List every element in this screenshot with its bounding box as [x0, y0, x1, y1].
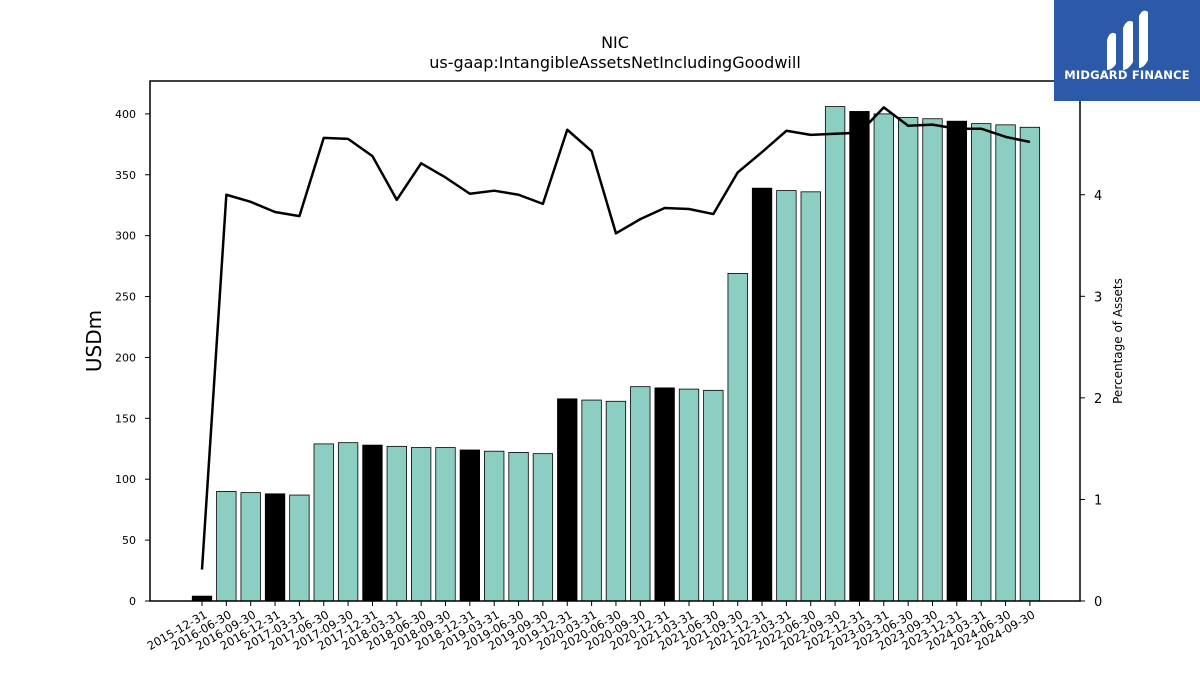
bar-2020-03-31	[581, 399, 602, 602]
percentage-line-group	[200, 106, 1031, 570]
y-tick-label: 50	[122, 534, 136, 547]
y-tick-label: 100	[115, 473, 136, 486]
bar-2019-03-31	[484, 450, 505, 602]
y-axis-label: USDm	[82, 310, 106, 372]
bar-2022-03-31	[776, 190, 797, 602]
bar-2022-06-30	[800, 191, 821, 602]
bar-2020-12-31	[654, 387, 675, 602]
y2-tick-label: 4	[1094, 189, 1102, 204]
bar-2016-09-30	[240, 492, 261, 602]
bar-2017-09-30	[337, 442, 359, 602]
y2-tick-label: 2	[1094, 392, 1102, 407]
bar-2019-06-30	[508, 452, 529, 602]
bar-2020-09-30	[630, 386, 651, 602]
bar-2019-12-31	[557, 398, 578, 602]
bar-2021-03-31	[678, 388, 700, 602]
y-tick-label: 0	[129, 595, 136, 608]
chart-subtitle: us-gaap:IntangibleAssetsNetIncludingGood…	[429, 53, 801, 72]
bar-2024-09-30	[1019, 126, 1041, 602]
bar-2022-12-31	[849, 111, 870, 602]
y-tick-label: 200	[115, 351, 136, 364]
bar-2022-09-30	[824, 106, 846, 602]
percentage-of-assets-line	[200, 106, 1031, 570]
bar-2020-06-30	[605, 400, 627, 602]
bar-2021-12-31	[751, 187, 773, 602]
bar-2023-06-30	[898, 117, 919, 602]
bar-2023-03-31	[873, 113, 894, 602]
logo-mark-icon	[1107, 10, 1148, 70]
y2-axis-label: Percentage of Assets	[1111, 278, 1125, 404]
bar-2024-06-30	[995, 124, 1016, 602]
bar-2024-03-31	[971, 123, 992, 602]
bar-2019-09-30	[532, 453, 554, 602]
logo-text: MIDGARD FINANCE	[1064, 68, 1190, 82]
plot-frame	[149, 80, 1081, 602]
bar-2023-12-31	[946, 120, 967, 602]
bar-2023-09-30	[922, 118, 943, 602]
y-tick-label: 350	[115, 169, 136, 182]
bar-group	[191, 106, 1041, 602]
y2-tick-label: 0	[1094, 595, 1102, 610]
bar-2018-06-30	[410, 447, 432, 602]
bar-2017-03-31	[289, 494, 310, 602]
bar-2018-09-30	[435, 447, 456, 602]
brand-logo: MIDGARD FINANCE	[1054, 0, 1200, 101]
y-tick-label: 150	[115, 412, 136, 425]
bar-2018-12-31	[459, 449, 481, 602]
bar-2018-03-31	[386, 445, 407, 602]
right-axis: 0 1 2 3 4	[1080, 189, 1102, 610]
bar-2017-12-31	[362, 444, 383, 602]
bar-2021-09-30	[727, 273, 748, 602]
y2-tick-label: 3	[1094, 290, 1102, 305]
y2-tick-label: 1	[1094, 493, 1102, 508]
left-axis: 0 50 100 150 200 250 300 350 400	[115, 108, 150, 608]
bar-2016-12-31	[264, 493, 286, 602]
chart-title: NIC	[601, 33, 629, 52]
y-tick-label: 300	[115, 230, 136, 243]
x-axis: 2015-12-312016-06-302016-09-302016-12-31…	[145, 601, 1037, 653]
bar-2021-06-30	[703, 389, 724, 602]
y-tick-label: 400	[115, 108, 136, 121]
y-tick-label: 250	[115, 291, 136, 304]
bar-2016-06-30	[216, 490, 237, 602]
bar-2017-06-30	[313, 443, 334, 602]
